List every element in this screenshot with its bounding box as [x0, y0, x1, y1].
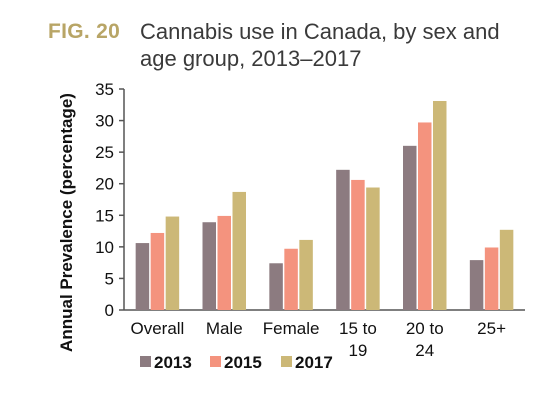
legend-label-2015: 2015	[224, 353, 262, 372]
bar-2015-3	[351, 179, 365, 310]
bar-2017-5	[499, 229, 514, 310]
x-category-label: 24	[415, 341, 434, 360]
bar-2013-1	[202, 222, 216, 310]
x-category-label: 15 to	[339, 319, 377, 338]
legend-label-2013: 2013	[154, 353, 192, 372]
y-tick-label: 5	[105, 269, 114, 288]
bar-2013-0	[135, 243, 150, 310]
x-category-label: Overall	[130, 319, 184, 338]
bar-2017-4	[433, 100, 447, 310]
legend-swatch-2013	[140, 356, 151, 367]
bar-2013-4	[403, 145, 417, 310]
bar-2013-2	[269, 263, 283, 310]
chart-title: Cannabis use in Canada, by sex and age g…	[140, 19, 500, 71]
y-tick-label: 30	[95, 112, 114, 131]
legend-label-2017: 2017	[295, 353, 333, 372]
bar-2017-0	[165, 216, 180, 310]
y-axis-title: Annual Prevalence (percentage)	[57, 93, 76, 352]
bar-2017-1	[232, 191, 246, 310]
figure-number: FIG. 20	[48, 20, 121, 43]
bar-2015-4	[418, 122, 432, 310]
y-tick-label: 10	[95, 238, 114, 257]
bar-2015-5	[484, 247, 499, 310]
legend-swatch-2017	[281, 356, 292, 367]
bar-2015-2	[284, 248, 298, 310]
bar-2015-0	[150, 232, 165, 310]
x-category-label: 19	[348, 341, 367, 360]
legend-swatch-2015	[210, 356, 221, 367]
bar-2013-3	[336, 169, 350, 310]
bar-2013-5	[469, 260, 484, 310]
y-tick-label: 35	[95, 80, 114, 99]
x-category-label: Female	[263, 319, 320, 338]
x-category-label: Male	[206, 319, 243, 338]
bar-2017-3	[366, 187, 380, 310]
y-tick-label: 0	[105, 301, 114, 320]
bar-2017-2	[299, 239, 313, 310]
y-tick-label: 25	[95, 143, 114, 162]
y-tick-label: 20	[95, 175, 114, 194]
x-category-label: 25+	[477, 319, 506, 338]
y-tick-label: 15	[95, 206, 114, 225]
x-category-label: 20 to	[406, 319, 444, 338]
bar-2015-1	[217, 215, 231, 310]
